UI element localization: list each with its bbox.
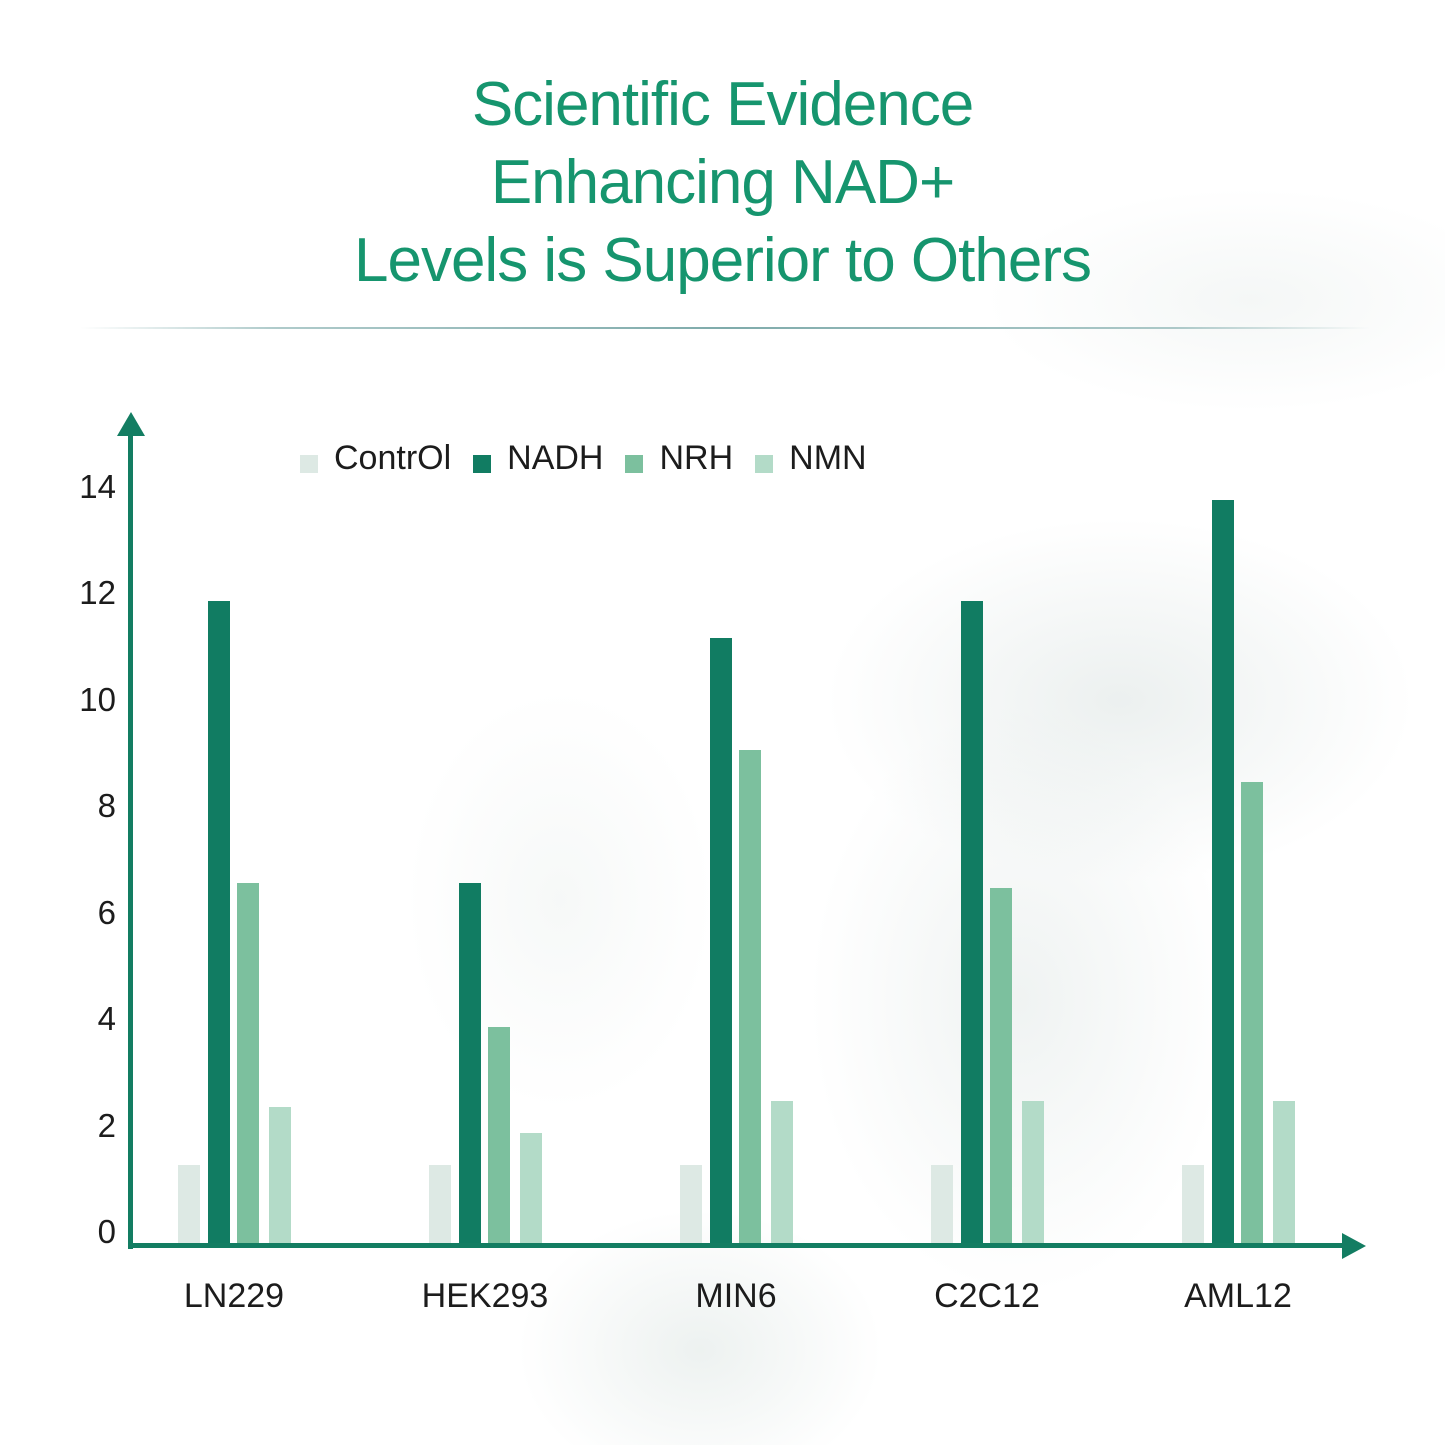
legend-item-nadh: NADH [473, 439, 603, 478]
x-tick-label: HEK293 [421, 1277, 549, 1315]
title-line-2: Enhancing NAD+ [490, 148, 955, 217]
legend-item-nmn: NMN [755, 438, 867, 478]
bar-nrh-aml12 [1241, 781, 1263, 1245]
legend-label-nadh: NADH [507, 438, 604, 477]
bar-nmn-min6 [771, 1101, 793, 1245]
divider [80, 327, 1370, 329]
y-axis-arrow-icon [117, 412, 145, 436]
bar-nadh-min6 [710, 637, 732, 1245]
bar-nmn-ln229 [269, 1106, 291, 1245]
bar-nrh-hek293 [488, 1026, 510, 1245]
bar-control-hek293 [429, 1165, 451, 1245]
legend-item-control: ContrOl [300, 439, 451, 478]
legend-label-control: ContrOl [334, 438, 452, 477]
bar-control-min6 [680, 1165, 702, 1245]
bar-nrh-min6 [739, 749, 761, 1245]
y-tick-label: 12 [79, 574, 116, 611]
chart-legend: ContrOl NADH NRH NMN [300, 436, 889, 480]
y-tick-label: 2 [97, 1106, 116, 1144]
bar-control-ln229 [178, 1165, 200, 1245]
y-tick-label: 14 [79, 467, 116, 505]
legend-label-nrh: NRH [659, 438, 734, 477]
bar-nadh-aml12 [1212, 499, 1234, 1245]
title-line-1: Scientific Evidence [471, 70, 974, 139]
title-line-3: Levels is Superior to Others [353, 226, 1092, 295]
y-tick-label: 4 [97, 1000, 116, 1037]
bar-nadh-c2c12 [961, 600, 983, 1245]
bar-nmn-hek293 [520, 1133, 542, 1245]
legend-label-nmn: NMN [789, 438, 867, 477]
legend-swatch-nrh [625, 455, 644, 473]
legend-swatch-control [300, 455, 318, 473]
bar-nadh-hek293 [459, 882, 481, 1245]
page-title: Scientific Evidence Enhancing NAD+ Level… [0, 66, 1445, 300]
y-tick-label: 8 [97, 787, 116, 824]
x-axis [128, 1243, 1346, 1248]
y-tick-label: 6 [97, 893, 116, 931]
bar-control-c2c12 [931, 1165, 953, 1245]
legend-item-nrh: NRH [625, 439, 733, 478]
x-tick-label: C2C12 [934, 1277, 1040, 1315]
x-axis-arrow-icon [1342, 1233, 1366, 1259]
y-axis [128, 430, 133, 1249]
legend-swatch-nadh [473, 455, 492, 473]
bar-nmn-c2c12 [1022, 1101, 1044, 1245]
y-tick-label: 10 [79, 680, 116, 718]
legend-swatch-nmn [755, 455, 774, 473]
x-tick-label: AML12 [1184, 1277, 1292, 1315]
x-tick-label: LN229 [183, 1277, 285, 1315]
bar-nrh-ln229 [237, 882, 259, 1245]
bar-nadh-ln229 [208, 600, 230, 1245]
bar-nmn-aml12 [1273, 1101, 1295, 1245]
bar-control-aml12 [1182, 1165, 1204, 1245]
bar-nrh-c2c12 [990, 888, 1012, 1245]
y-tick-label: 0 [97, 1213, 116, 1250]
x-tick-label: MIN6 [695, 1277, 777, 1315]
